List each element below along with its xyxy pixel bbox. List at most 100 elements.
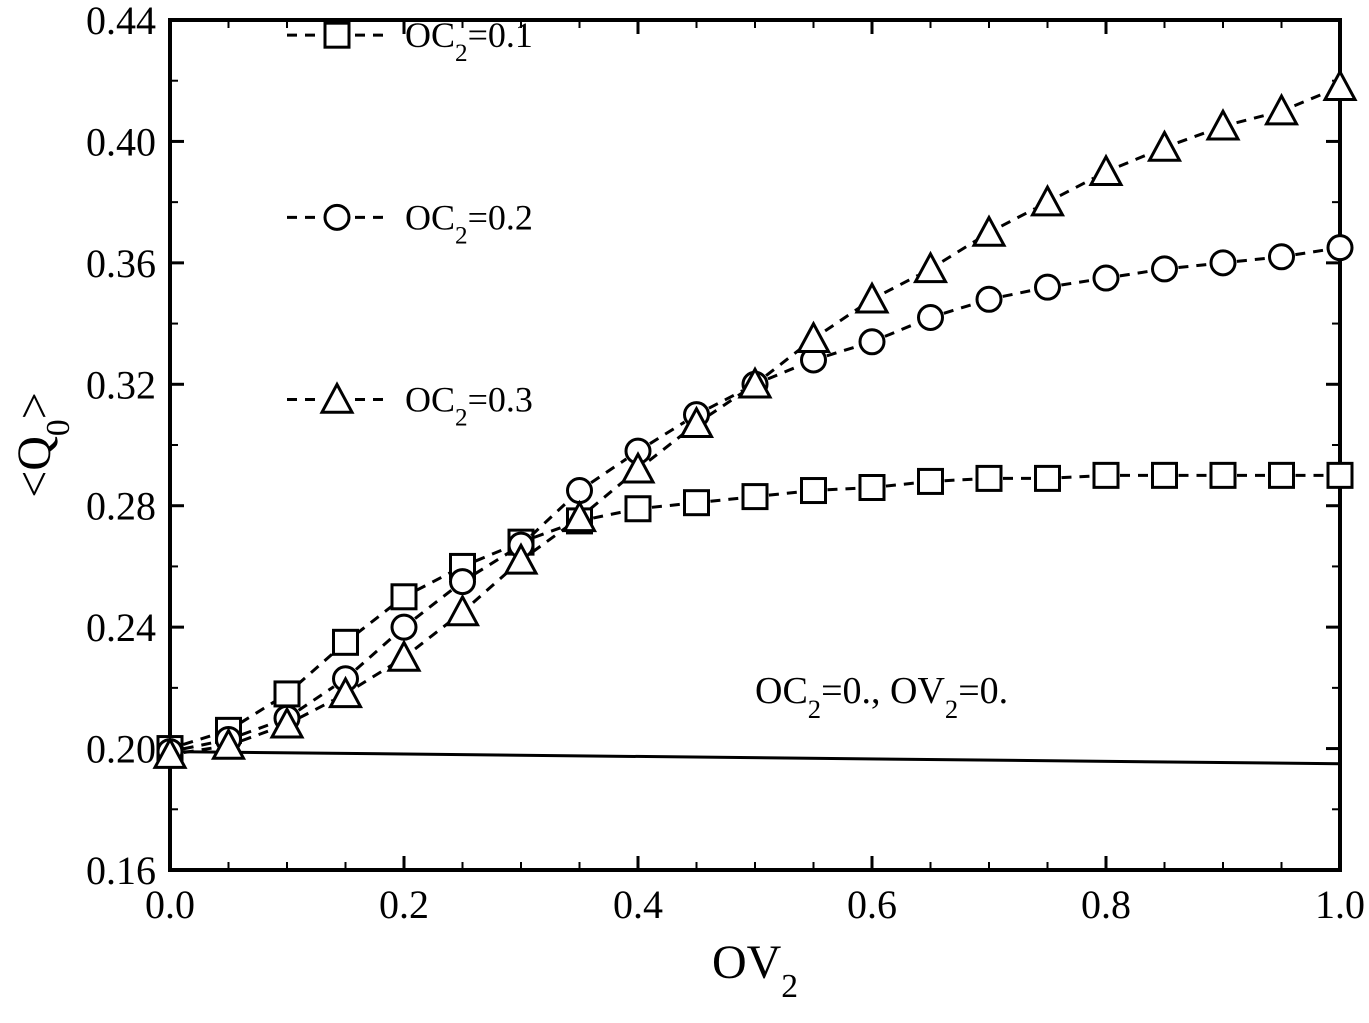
marker-circle [392, 615, 416, 639]
series-segment [415, 590, 451, 618]
series-segment [1060, 178, 1094, 195]
series-segment [710, 498, 741, 501]
series-segment [708, 392, 743, 416]
marker-square [977, 466, 1001, 490]
marker-square [860, 476, 884, 500]
series-segment [944, 303, 976, 313]
y-tick-label: 0.36 [86, 241, 156, 286]
series-segment [356, 636, 394, 669]
series-segment [827, 488, 858, 490]
series-segment [299, 687, 334, 711]
y-tick-label: 0.16 [86, 848, 156, 893]
series-segment [1237, 115, 1268, 123]
marker-circle [919, 306, 943, 330]
series-segment [1237, 258, 1268, 261]
series-segment [944, 479, 975, 481]
series-segment [1294, 92, 1327, 106]
marker-square [1036, 466, 1060, 490]
series-segment [942, 240, 977, 262]
marker-square [685, 491, 709, 515]
series-segment [475, 548, 508, 562]
series-segment [591, 459, 626, 483]
series-segment [884, 275, 918, 292]
marker-triangle [1267, 96, 1297, 124]
y-tick-label: 0.40 [86, 119, 156, 164]
y-tick-label: 0.28 [86, 484, 156, 529]
chart-container: 0.00.20.40.60.81.00.160.200.240.280.320.… [0, 0, 1369, 1023]
series-segment [474, 553, 509, 575]
series-segment [1295, 250, 1326, 255]
series-segment [769, 492, 800, 495]
marker-circle [1211, 251, 1235, 275]
marker-triangle [1325, 72, 1355, 100]
series-segment [1001, 209, 1035, 226]
series-segment [534, 526, 566, 538]
annotation: OC2=0., OV2=0. [755, 670, 1008, 724]
marker-triangle [799, 324, 829, 352]
chart-svg: 0.00.20.40.60.81.00.160.200.240.280.320.… [0, 0, 1369, 1023]
marker-circle [451, 570, 475, 594]
marker-triangle [389, 643, 419, 671]
marker-triangle [974, 218, 1004, 246]
series-segment [593, 512, 624, 518]
marker-circle [325, 205, 349, 229]
marker-square [626, 497, 650, 521]
y-tick-label: 0.32 [86, 362, 156, 407]
series-segment [1120, 271, 1151, 276]
series-segment [1061, 476, 1092, 478]
marker-square [743, 485, 767, 509]
marker-square [1153, 463, 1177, 487]
x-tick-label: 0.8 [1081, 882, 1131, 927]
marker-triangle [1208, 111, 1238, 139]
legend-label: OC2=0.1 [405, 15, 533, 67]
marker-circle [1328, 236, 1352, 260]
marker-circle [568, 479, 592, 503]
marker-circle [1270, 245, 1294, 269]
y-tick-label: 0.44 [86, 0, 156, 43]
series-segment [886, 483, 917, 486]
baseline [170, 752, 1340, 764]
series-segment [416, 573, 450, 590]
series-segment [650, 422, 685, 444]
marker-triangle [1033, 187, 1063, 215]
legend-label: OC2=0.2 [405, 197, 533, 249]
marker-square [392, 585, 416, 609]
marker-square [1211, 463, 1235, 487]
series-segment [885, 323, 918, 337]
marker-square [275, 682, 299, 706]
marker-square [325, 23, 349, 47]
x-tick-label: 1.0 [1315, 882, 1365, 927]
series-segment [1003, 290, 1034, 296]
x-axis-label: OV2 [712, 936, 798, 1005]
marker-circle [977, 287, 1001, 311]
series-segment [240, 701, 275, 723]
legend-label: OC2=0.3 [405, 379, 533, 431]
marker-circle [1094, 266, 1118, 290]
series-segment [242, 723, 274, 735]
marker-triangle [1150, 133, 1180, 161]
marker-triangle [857, 284, 887, 312]
marker-circle [1153, 257, 1177, 281]
marker-square [1094, 463, 1118, 487]
marker-square [919, 469, 943, 493]
x-tick-label: 0.6 [847, 882, 897, 927]
series-segment [1178, 131, 1210, 143]
series-segment [299, 700, 333, 717]
series-segment [357, 665, 392, 687]
x-tick-label: 0.4 [613, 882, 663, 927]
series-segment [357, 605, 393, 633]
series-segment [825, 307, 860, 331]
series-segment [297, 652, 335, 685]
marker-square [334, 630, 358, 654]
y-axis-label: <Q0> [8, 392, 77, 498]
y-tick-label: 0.20 [86, 727, 156, 772]
marker-square [802, 479, 826, 503]
marker-triangle [1091, 157, 1121, 185]
series-segment [1061, 280, 1092, 285]
marker-triangle [322, 384, 352, 412]
marker-circle [1036, 275, 1060, 299]
series-segment [1178, 264, 1209, 267]
y-tick-label: 0.24 [86, 605, 156, 650]
marker-triangle [916, 254, 946, 282]
series-segment [1119, 153, 1152, 167]
